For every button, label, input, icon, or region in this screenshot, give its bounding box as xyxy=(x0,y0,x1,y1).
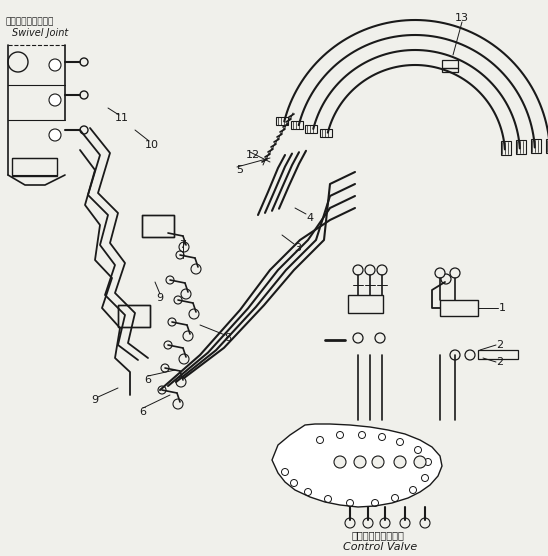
Bar xyxy=(516,141,526,155)
Circle shape xyxy=(372,456,384,468)
Circle shape xyxy=(179,242,189,252)
Circle shape xyxy=(353,265,363,275)
Circle shape xyxy=(49,94,61,106)
Circle shape xyxy=(450,268,460,278)
Circle shape xyxy=(414,456,426,468)
Circle shape xyxy=(377,265,387,275)
Text: 11: 11 xyxy=(115,113,129,123)
Circle shape xyxy=(189,309,199,319)
Text: Control Valve: Control Valve xyxy=(343,542,417,552)
Bar xyxy=(305,125,317,133)
Circle shape xyxy=(191,264,201,274)
Text: 6: 6 xyxy=(140,407,146,417)
Text: スイベルジェイント: スイベルジェイント xyxy=(5,17,53,27)
Bar xyxy=(442,60,458,72)
Bar xyxy=(291,121,303,129)
Bar xyxy=(440,300,478,316)
Polygon shape xyxy=(272,424,442,507)
Bar xyxy=(276,117,288,126)
Circle shape xyxy=(435,268,445,278)
Text: 6: 6 xyxy=(145,375,151,385)
Text: 7: 7 xyxy=(179,240,186,250)
Text: コントロールバルブ: コントロールバルブ xyxy=(352,530,404,540)
Text: Swivel Joint: Swivel Joint xyxy=(12,28,68,38)
Circle shape xyxy=(183,331,193,341)
Bar xyxy=(531,140,541,153)
Bar xyxy=(320,128,332,137)
Text: 5: 5 xyxy=(237,165,243,175)
Text: 2: 2 xyxy=(496,340,504,350)
Text: 9: 9 xyxy=(156,293,163,303)
Bar xyxy=(12,158,57,176)
Bar xyxy=(478,350,518,359)
Circle shape xyxy=(49,59,61,71)
Bar xyxy=(118,305,150,327)
Circle shape xyxy=(420,518,430,528)
Circle shape xyxy=(400,518,410,528)
Text: 12: 12 xyxy=(246,150,260,160)
Circle shape xyxy=(365,265,375,275)
Text: 8: 8 xyxy=(225,333,232,343)
Text: 10: 10 xyxy=(145,140,159,150)
Circle shape xyxy=(380,518,390,528)
Text: 13: 13 xyxy=(455,13,469,23)
Circle shape xyxy=(173,399,183,409)
Text: 4: 4 xyxy=(306,213,313,223)
Bar xyxy=(142,215,174,237)
Circle shape xyxy=(394,456,406,468)
Circle shape xyxy=(181,289,191,299)
Circle shape xyxy=(441,274,451,284)
Circle shape xyxy=(334,456,346,468)
Bar xyxy=(546,138,548,152)
Circle shape xyxy=(345,518,355,528)
Bar xyxy=(348,295,383,313)
Text: 3: 3 xyxy=(294,243,301,253)
Text: 9: 9 xyxy=(92,395,99,405)
Bar xyxy=(501,141,511,155)
Circle shape xyxy=(49,129,61,141)
Text: 2: 2 xyxy=(496,357,504,367)
Circle shape xyxy=(363,518,373,528)
Circle shape xyxy=(354,456,366,468)
Circle shape xyxy=(179,354,189,364)
Circle shape xyxy=(176,377,186,387)
Text: 1: 1 xyxy=(499,303,505,313)
